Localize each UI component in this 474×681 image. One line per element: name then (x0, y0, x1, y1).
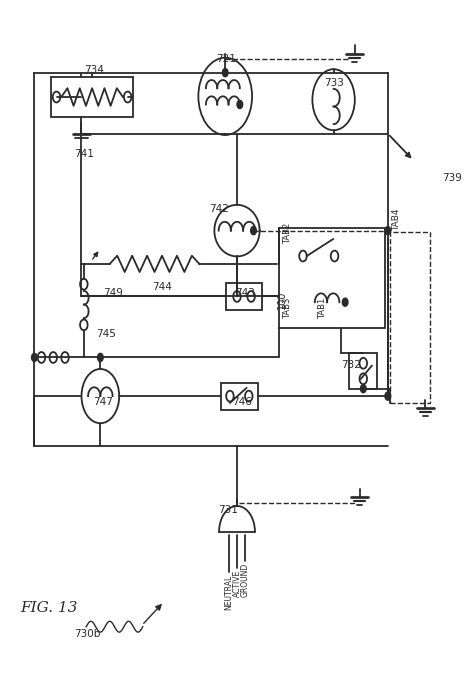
Bar (279, 228, 385, 328)
Bar (390, 232, 430, 403)
Text: TAB2: TAB2 (283, 223, 292, 244)
Text: 100: 100 (277, 290, 287, 308)
Circle shape (385, 227, 391, 235)
Circle shape (222, 69, 228, 77)
Text: 742: 742 (209, 204, 228, 214)
Text: 746: 746 (232, 397, 252, 407)
Text: 731: 731 (218, 505, 238, 516)
Text: 721: 721 (216, 54, 236, 65)
Text: 745: 745 (96, 329, 116, 339)
Text: TAB3: TAB3 (283, 298, 292, 319)
Bar (349, 353, 377, 389)
Circle shape (237, 100, 243, 108)
Text: 743: 743 (235, 289, 255, 298)
Bar (51, 78, 133, 116)
Circle shape (385, 392, 391, 400)
Text: NEUTRAL: NEUTRAL (224, 575, 233, 609)
Text: TAB1: TAB1 (318, 298, 327, 319)
Text: 741: 741 (74, 149, 94, 159)
Text: ACTIVE: ACTIVE (233, 570, 241, 597)
Text: 747: 747 (93, 397, 113, 407)
Text: 733: 733 (324, 78, 344, 88)
Circle shape (360, 385, 366, 393)
Text: 732: 732 (341, 360, 361, 370)
Text: 730b: 730b (74, 629, 101, 639)
Bar (227, 283, 262, 310)
Text: FIG. 13: FIG. 13 (20, 601, 78, 615)
Text: 749: 749 (103, 289, 123, 298)
Circle shape (251, 227, 256, 235)
Circle shape (342, 298, 348, 306)
Text: TAB4: TAB4 (392, 208, 401, 231)
Text: 734: 734 (84, 65, 104, 75)
Circle shape (32, 353, 37, 362)
Circle shape (98, 353, 103, 362)
Text: 744: 744 (152, 282, 172, 291)
Text: 739: 739 (442, 173, 462, 183)
Text: GROUND: GROUND (241, 563, 250, 597)
Bar (220, 383, 258, 410)
